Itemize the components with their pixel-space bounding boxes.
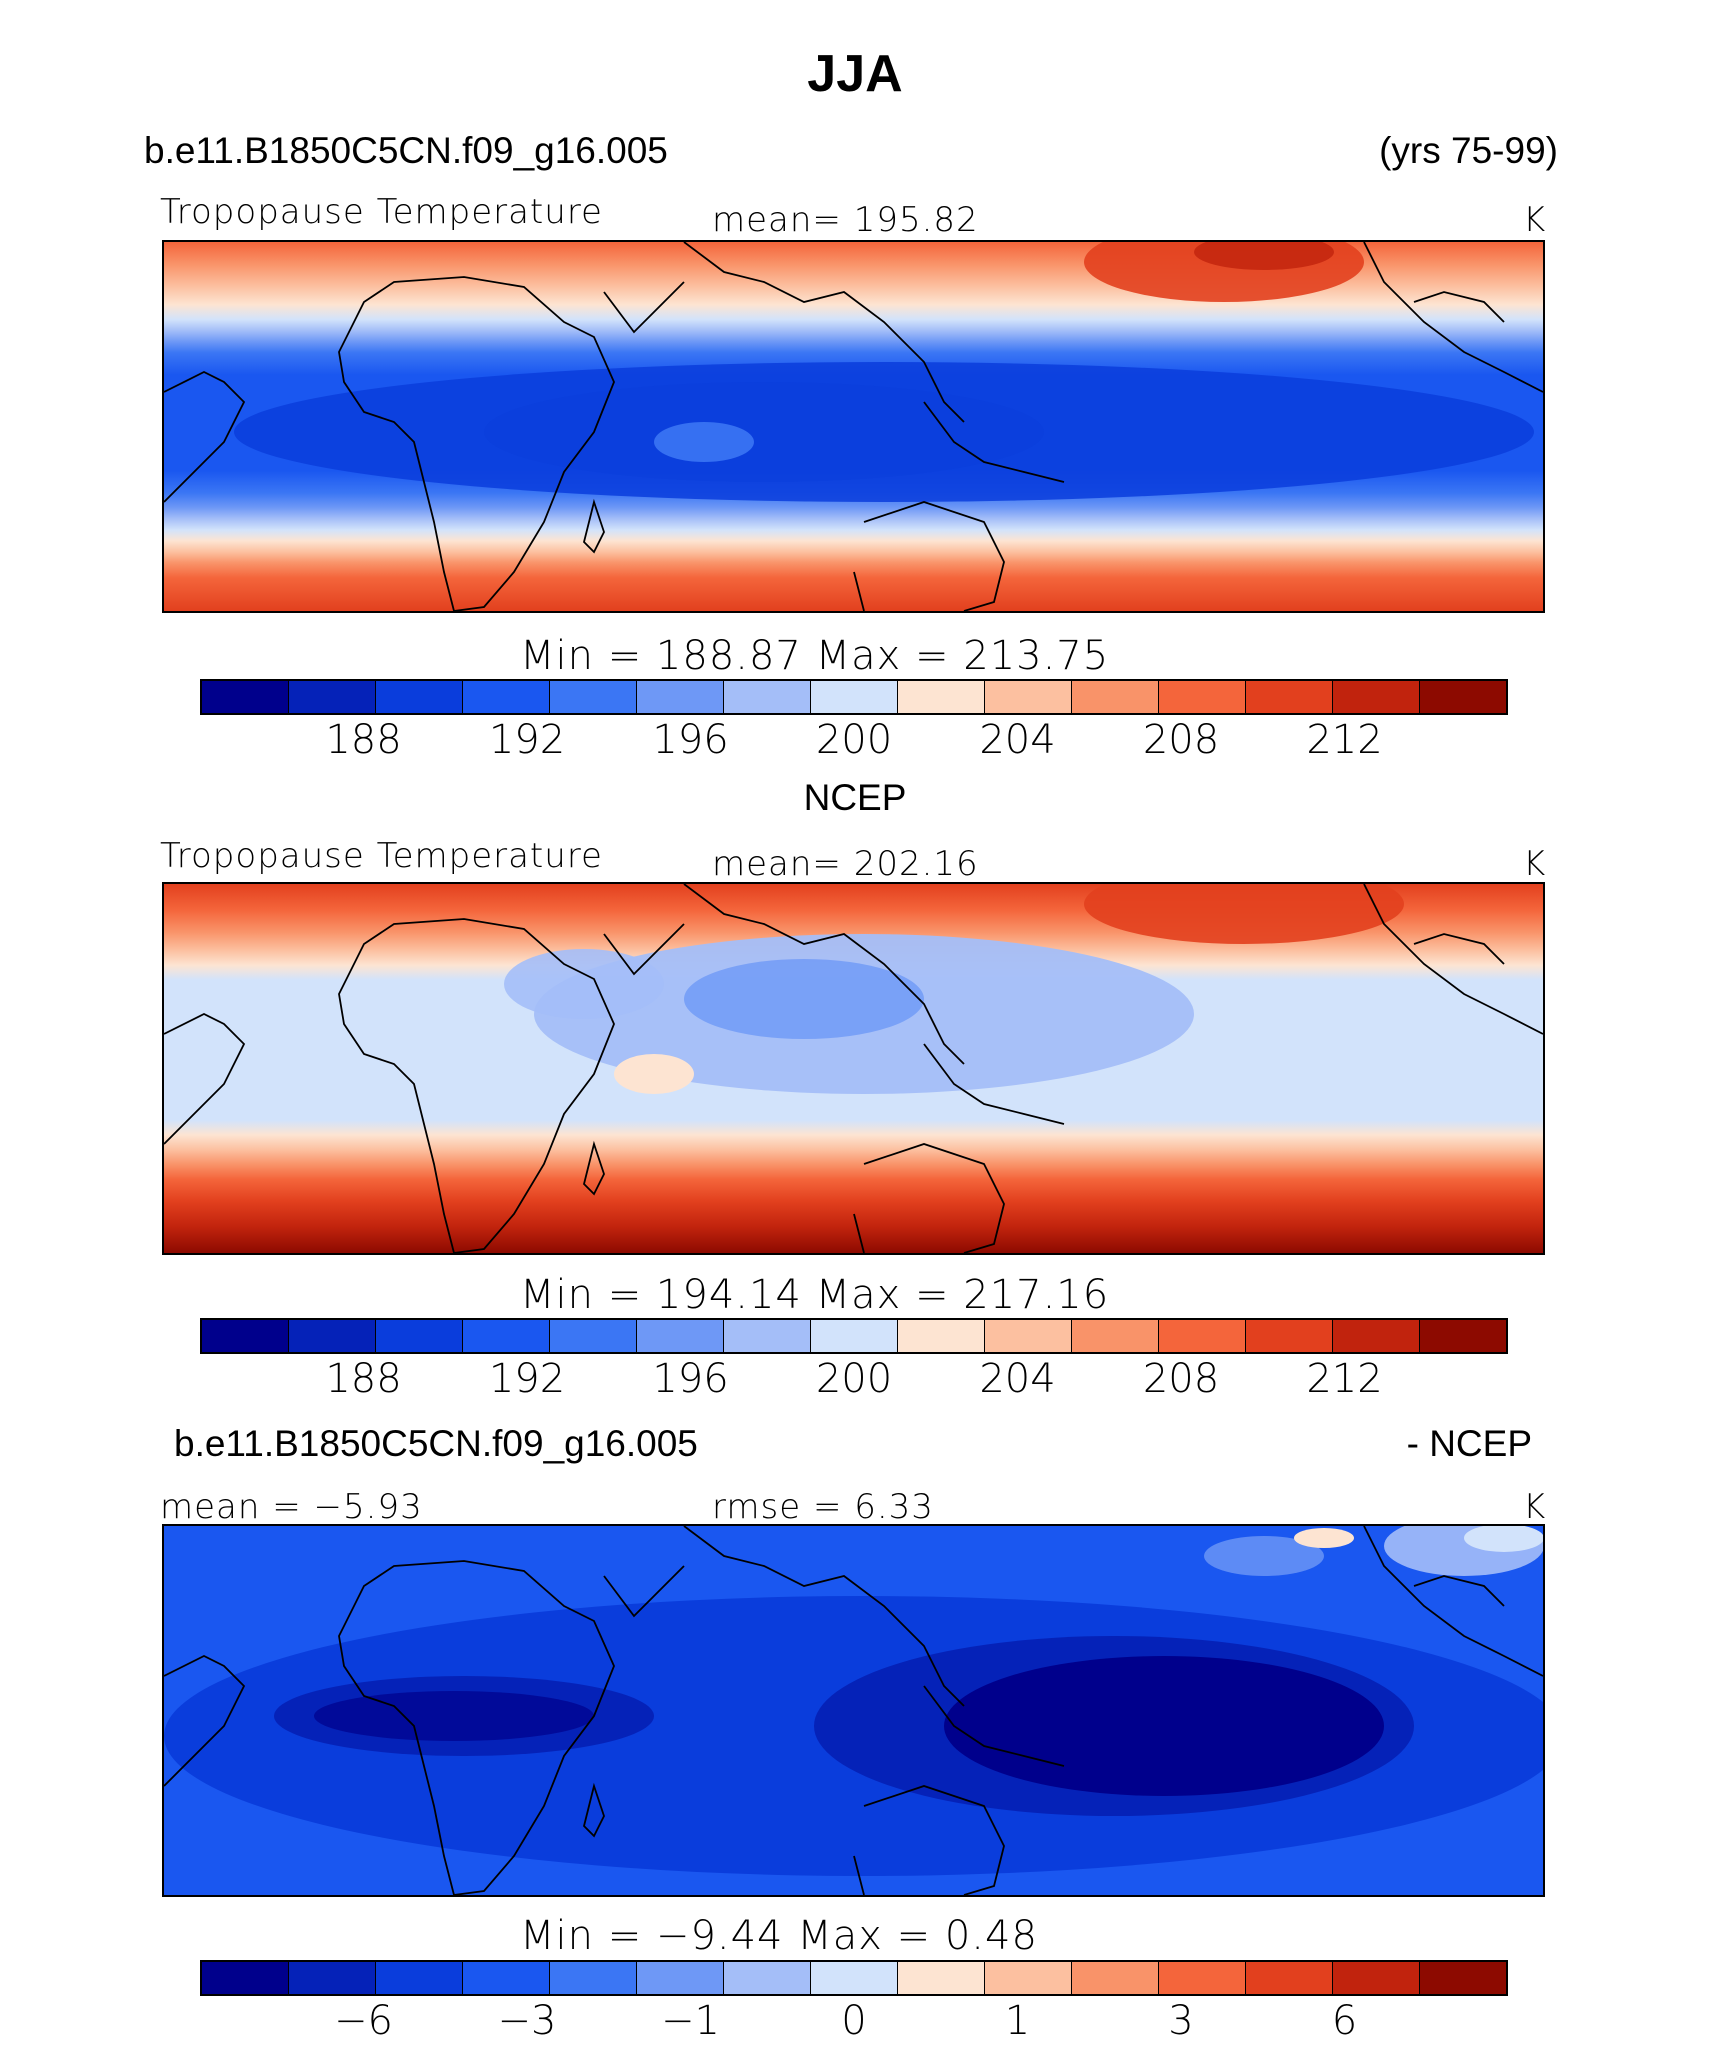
panel3-case-name: b.e11.B1850C5CN.f09_g16.005: [174, 1423, 698, 1464]
cbar-swatch: [898, 681, 985, 713]
cbar-swatch: [463, 1320, 550, 1352]
cbar-swatch: [1333, 681, 1420, 713]
cbar-swatch: [898, 1962, 985, 1994]
cbar-swatch: [637, 1962, 724, 1994]
cbar-tick-label: 208: [1142, 1356, 1220, 1402]
panel1-map: [162, 240, 1545, 613]
cbar-tick-label: 192: [488, 1356, 566, 1402]
cbar-swatch: [1072, 681, 1159, 713]
panel3-colorbar-ticks: −6 −3 −1 0 1 3 6: [200, 1998, 1508, 2048]
panel2-units-label: K: [1523, 844, 1547, 884]
cbar-swatch: [202, 1320, 289, 1352]
cbar-swatch: [1246, 1962, 1333, 1994]
cbar-swatch: [376, 1320, 463, 1352]
panel2-colorbar: [200, 1318, 1508, 1354]
panel1-mean-label: mean= 195.82: [712, 200, 979, 240]
cbar-tick-label: 200: [815, 717, 893, 763]
panel1-map-field: [164, 242, 1543, 611]
cbar-swatch: [637, 681, 724, 713]
cbar-tick-label: 0: [841, 1998, 867, 2044]
cbar-tick-label: 208: [1142, 717, 1220, 763]
cbar-swatch: [289, 1320, 376, 1352]
cbar-swatch: [202, 1962, 289, 1994]
cbar-swatch: [550, 1320, 637, 1352]
panel3-map: [162, 1524, 1545, 1897]
cbar-swatch: [1072, 1320, 1159, 1352]
cbar-swatch: [985, 1962, 1072, 1994]
cbar-swatch: [376, 681, 463, 713]
cbar-tick-label: 188: [325, 717, 402, 763]
panel2-colorbar-ticks: 188 192 196 200 204 208 212: [200, 1356, 1508, 1406]
cbar-swatch: [811, 1320, 898, 1352]
cbar-swatch: [550, 681, 637, 713]
panel3-mean-label: mean = −5.93: [160, 1487, 423, 1527]
panel3-colorbar: [200, 1960, 1508, 1996]
cbar-swatch: [811, 1962, 898, 1994]
panel1-units-label: K: [1523, 200, 1547, 240]
cbar-swatch: [898, 1320, 985, 1352]
panel3-units-label: K: [1523, 1487, 1547, 1527]
panel3-map-field: [164, 1526, 1543, 1895]
panel1-colorbar-ticks: 188 192 196 200 204 208 212: [200, 717, 1508, 767]
page-title: JJA: [807, 45, 903, 103]
panel3-rmse-label: rmse = 6.33: [712, 1487, 934, 1527]
cbar-swatch: [985, 1320, 1072, 1352]
cbar-swatch: [289, 681, 376, 713]
cbar-swatch: [1333, 1962, 1420, 1994]
panel2-map-field: [164, 884, 1543, 1253]
cbar-swatch: [202, 681, 289, 713]
cbar-tick-label: 1: [1004, 1998, 1031, 2044]
panel1-variable-label: Tropopause Temperature: [160, 192, 603, 232]
cbar-swatch: [1159, 681, 1246, 713]
cbar-swatch: [1159, 1962, 1246, 1994]
cbar-swatch: [1072, 1962, 1159, 1994]
cbar-swatch: [1246, 1320, 1333, 1352]
cbar-tick-label: 196: [652, 1356, 729, 1402]
cbar-swatch: [637, 1320, 724, 1352]
panel1-years: (yrs 75-99): [1379, 130, 1558, 171]
cbar-swatch: [289, 1962, 376, 1994]
cbar-tick-label: −3: [497, 1998, 557, 2044]
cbar-tick-label: 204: [979, 1356, 1056, 1402]
cbar-swatch: [463, 681, 550, 713]
cbar-tick-label: −6: [334, 1998, 393, 2044]
panel1-minmax-label: Min = 188.87 Max = 213.75: [520, 633, 1110, 679]
panel3-minus-label: - NCEP: [1406, 1423, 1532, 1464]
cbar-tick-label: 192: [488, 717, 566, 763]
cbar-swatch: [724, 1962, 811, 1994]
cbar-swatch: [724, 1320, 811, 1352]
cbar-swatch: [463, 1962, 550, 1994]
panel1-case-name: b.e11.B1850C5CN.f09_g16.005: [144, 130, 668, 171]
cbar-tick-label: 188: [325, 1356, 402, 1402]
cbar-swatch: [376, 1962, 463, 1994]
cbar-tick-label: 3: [1168, 1998, 1194, 2044]
cbar-tick-label: 212: [1306, 1356, 1383, 1402]
panel2-minmax-label: Min = 194.14 Max = 217.16: [520, 1272, 1110, 1318]
cbar-tick-label: 212: [1306, 717, 1383, 763]
cbar-swatch: [1420, 1320, 1506, 1352]
cbar-swatch: [724, 681, 811, 713]
cbar-swatch: [811, 681, 898, 713]
panel2-mean-label: mean= 202.16: [712, 844, 979, 884]
panel2-map: [162, 882, 1545, 1255]
panel2-heading: NCEP: [803, 777, 907, 818]
cbar-swatch: [1420, 1962, 1506, 1994]
cbar-tick-label: −1: [661, 1998, 720, 2044]
cbar-swatch: [550, 1962, 637, 1994]
cbar-swatch: [1159, 1320, 1246, 1352]
panel1-colorbar: [200, 679, 1508, 715]
cbar-swatch: [1333, 1320, 1420, 1352]
cbar-swatch: [1246, 681, 1333, 713]
cbar-tick-label: 200: [815, 1356, 893, 1402]
cbar-tick-label: 196: [652, 717, 729, 763]
cbar-tick-label: 204: [979, 717, 1056, 763]
cbar-swatch: [1420, 681, 1506, 713]
panel3-minmax-label: Min = −9.44 Max = 0.48: [520, 1913, 1038, 1959]
panel2-variable-label: Tropopause Temperature: [160, 836, 603, 876]
cbar-swatch: [985, 681, 1072, 713]
cbar-tick-label: 6: [1331, 1998, 1358, 2044]
